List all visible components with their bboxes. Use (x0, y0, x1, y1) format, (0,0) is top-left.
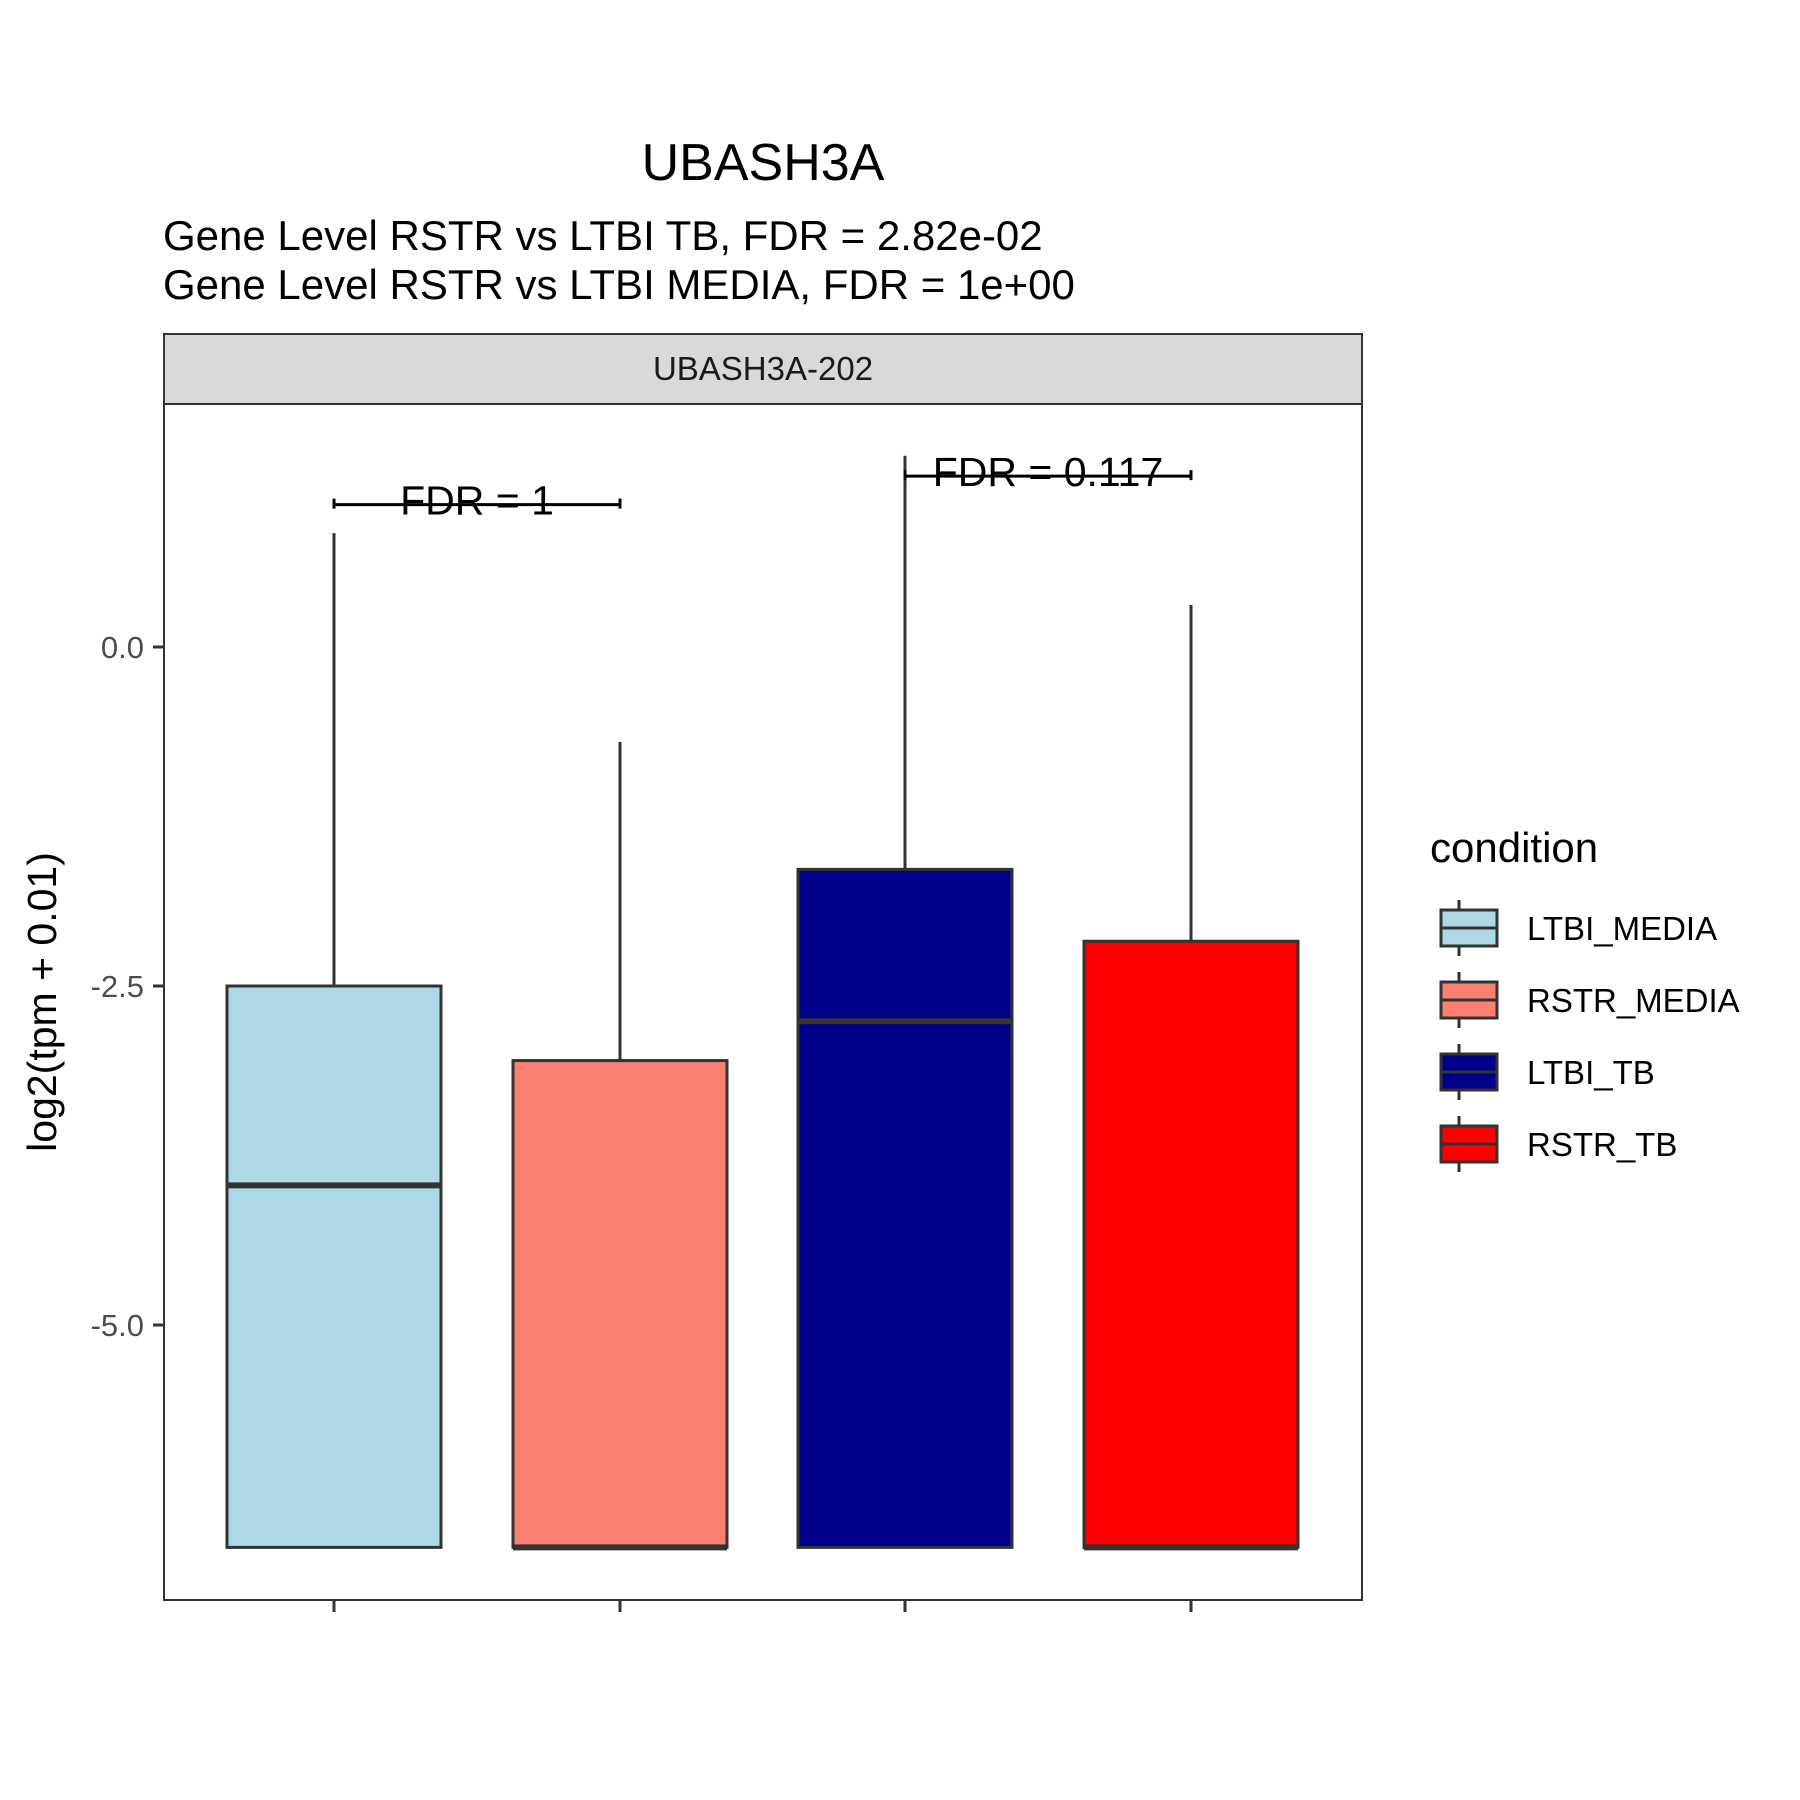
legend-item-rstr-tb: RSTR_TB (1439, 1116, 1677, 1172)
legend-item-ltbi-media: LTBI_MEDIA (1439, 900, 1717, 956)
box-ltbi-tb (796, 455, 1014, 1549)
legend-title: condition (1430, 824, 1598, 871)
facet-strip (163, 333, 1363, 405)
chart-title: UBASH3A (642, 134, 885, 192)
y-tick-label: -2.5 (91, 969, 144, 1004)
y-axis-label: log2(tpm + 0.01) (19, 852, 65, 1152)
significance-annotation: FDR = 1 (332, 478, 622, 524)
box-ltbi-media (225, 533, 443, 1549)
box-body (1082, 939, 1300, 1549)
y-tick-label: -5.0 (91, 1308, 144, 1343)
box-rstr-media (511, 741, 729, 1551)
chart-subtitle-line-2: Gene Level RSTR vs LTBI MEDIA, FDR = 1e+… (163, 261, 1075, 308)
box-body (796, 867, 1014, 1549)
legend-label: LTBI_MEDIA (1527, 910, 1717, 947)
legend-item-rstr-media: RSTR_MEDIA (1439, 972, 1740, 1028)
box-rstr-tb (1082, 604, 1300, 1551)
annotations-layer: FDR = 1 FDR = 0.117 (332, 449, 1193, 524)
legend-label: RSTR_MEDIA (1527, 982, 1740, 1019)
x-axis (332, 1600, 1193, 1612)
significance-annotation: FDR = 0.117 (903, 449, 1193, 495)
legend-label: RSTR_TB (1527, 1126, 1677, 1163)
y-axis: 0.0 -2.5 -5.0 (91, 630, 164, 1343)
y-tick-label: 0.0 (101, 630, 144, 665)
facet-strip-label: UBASH3A-202 (653, 350, 873, 387)
legend-item-ltbi-tb: LTBI_TB (1439, 1044, 1655, 1100)
significance-label: FDR = 0.117 (933, 449, 1164, 495)
boxes-layer (225, 455, 1300, 1551)
legend: condition LTBI_MEDIA RSTR_MEDIA LTBI_TB RST… (1430, 824, 1740, 1172)
legend-label: LTBI_TB (1527, 1054, 1655, 1091)
significance-label: FDR = 1 (400, 478, 554, 524)
box-body (225, 984, 443, 1549)
chart-subtitle-line-1: Gene Level RSTR vs LTBI TB, FDR = 2.82e-… (163, 212, 1043, 259)
box-body (511, 1059, 729, 1549)
